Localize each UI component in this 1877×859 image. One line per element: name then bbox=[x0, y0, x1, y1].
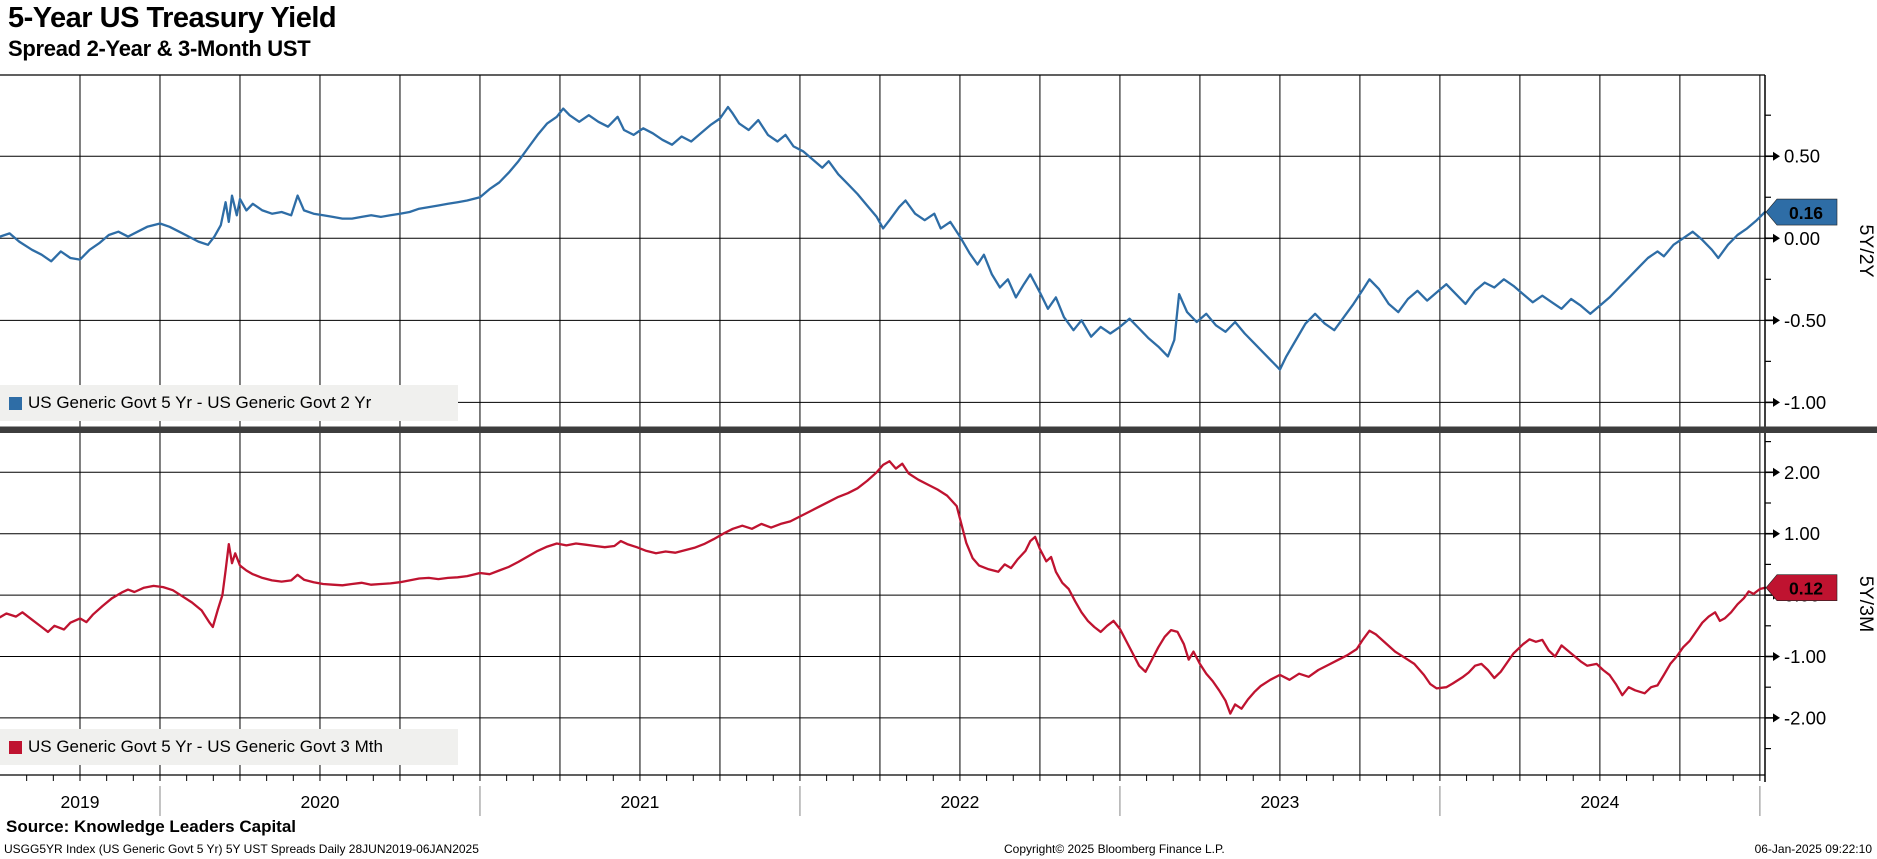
ytick-label: -2.00 bbox=[1784, 707, 1826, 728]
value-tag-spread-5y-2y: 0.16 bbox=[1765, 198, 1838, 226]
svg-text:0.12: 0.12 bbox=[1789, 579, 1823, 599]
chart-subtitle: Spread 2-Year & 3-Month UST bbox=[8, 36, 311, 61]
ytick-label: -0.50 bbox=[1784, 310, 1826, 331]
x-axis-month-ticks bbox=[26, 775, 1761, 781]
right-axis-panel-0: 0.50 0.00 -0.50 -1.00 5Y/2Y bbox=[1765, 114, 1877, 413]
series-line-spread-5y-2y[interactable] bbox=[0, 105, 1767, 371]
value-tag-spread-5y-3m: 0.12 bbox=[1765, 574, 1838, 602]
axis-title-spread-5y-2y: 5Y/2Y bbox=[1855, 224, 1877, 277]
legend-5y2y[interactable]: US Generic Govt 5 Yr - US Generic Govt 2… bbox=[0, 385, 458, 421]
series-line-spread-5y-3m[interactable] bbox=[0, 460, 1767, 715]
ytick-label: 0.00 bbox=[1784, 228, 1820, 249]
xtick-year-label: 2020 bbox=[301, 792, 340, 812]
ytick-label: 1.00 bbox=[1784, 523, 1820, 544]
terminal-footer: USGG5YR Index (US Generic Govt 5 Yr) 5Y … bbox=[0, 842, 1877, 859]
grid-horizontal-panel-0 bbox=[0, 155, 1765, 403]
ytick-label: 2.00 bbox=[1784, 462, 1820, 483]
chart-title: 5-Year US Treasury Yield bbox=[8, 2, 337, 34]
grid-horizontal-panel-1 bbox=[0, 471, 1765, 719]
source-line: Source: Knowledge Leaders Capital bbox=[6, 817, 297, 836]
legend-5y3m[interactable]: US Generic Govt 5 Yr - US Generic Govt 3… bbox=[0, 729, 458, 765]
legend-swatch-blue-icon bbox=[9, 396, 22, 410]
timestamp: 06-Jan-2025 09:22:10 bbox=[1754, 842, 1872, 856]
xtick-year-label: 2024 bbox=[1580, 792, 1619, 812]
xtick-year-label: 2019 bbox=[61, 792, 100, 812]
ytick-label: 0.50 bbox=[1784, 146, 1820, 167]
x-axis-year-band: 2019 2020 2021 2022 2023 2024 bbox=[61, 786, 1761, 816]
copyright-line: Copyright© 2025 Bloomberg Finance L.P. bbox=[1004, 842, 1225, 856]
ytick-label: -1.00 bbox=[1784, 646, 1826, 667]
xtick-year-label: 2021 bbox=[620, 792, 659, 812]
legend-5y2y-label: US Generic Govt 5 Yr - US Generic Govt 2… bbox=[28, 393, 372, 412]
svg-text:0.16: 0.16 bbox=[1789, 203, 1823, 223]
xtick-year-label: 2022 bbox=[940, 792, 979, 812]
xtick-year-label: 2023 bbox=[1260, 792, 1299, 812]
legend-5y3m-label: US Generic Govt 5 Yr - US Generic Govt 3… bbox=[28, 737, 383, 756]
security-info: USGG5YR Index (US Generic Govt 5 Yr) 5Y … bbox=[4, 842, 479, 856]
ytick-label: -1.00 bbox=[1784, 392, 1826, 413]
grid-vertical-quarter-lines bbox=[79, 75, 1761, 775]
legend-swatch-red-icon bbox=[9, 740, 22, 754]
axis-title-spread-5y-3m: 5Y/3M bbox=[1855, 576, 1877, 632]
panel-divider bbox=[0, 426, 1877, 433]
